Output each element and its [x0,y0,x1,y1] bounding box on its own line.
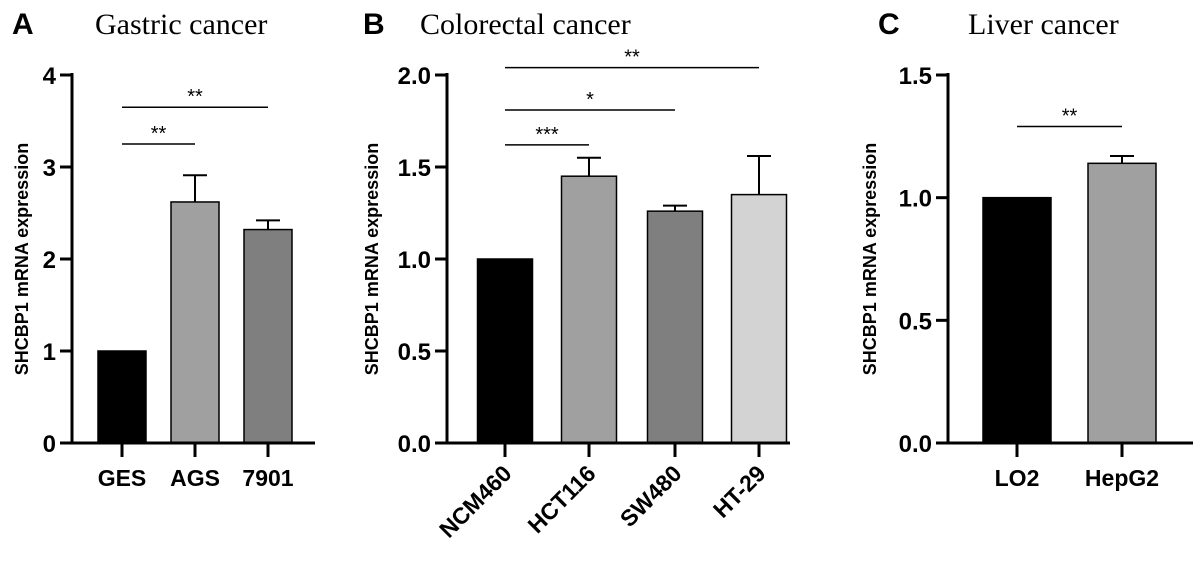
significance-label: ** [1062,106,1078,128]
y-tick-label: 0.5 [899,308,932,335]
significance-label: *** [535,124,559,146]
y-tick-label: 1 [43,339,56,366]
x-tick-label: NCM460 [434,460,517,543]
significance-label: ** [187,86,203,108]
significance-label: ** [624,47,640,69]
y-tick-label: 4 [43,63,57,90]
y-axis-label: SHCBP1 mRNA expression [362,143,382,375]
bar-7901 [243,228,293,444]
x-tick-label: HepG2 [1085,465,1159,491]
x-tick-label: AGS [170,465,220,491]
panel-title: Colorectal cancer [420,8,631,41]
y-axis-label: SHCBP1 mRNA expression [12,143,32,375]
y-tick-label: 1.5 [398,155,431,182]
bar-ncm460 [476,258,534,444]
x-tick-label: HCT116 [522,460,600,538]
panel-b: B Colorectal cancer SHCBP1 mRNA expression… [362,8,790,543]
bar-sw480 [646,210,704,444]
significance-label: * [586,89,594,111]
panel-title: Liver cancer [968,8,1119,41]
panel-letter: B [363,8,385,41]
y-tick-label: 2.0 [398,63,431,90]
y-tick-label: 1.0 [398,247,431,274]
bar-ges [97,350,147,444]
bar-ags [170,201,220,444]
panel-letter: C [878,8,900,41]
x-tick-label: HT-29 [708,460,771,523]
x-tick-label: SW480 [615,460,687,532]
bar-lo2 [982,196,1052,444]
bar-hct116 [560,175,618,444]
panel-title: Gastric cancer [95,8,267,41]
y-tick-label: 0 [43,431,56,458]
panel-a: A Gastric cancer SHCBP1 mRNA expression 0 1 2… [12,8,315,491]
y-axis-label: SHCBP1 mRNA expression [860,143,880,375]
x-tick-label: GES [98,465,147,491]
x-tick-label: 7901 [242,465,293,491]
y-tick-label: 0.0 [899,431,932,458]
y-tick-label: 3 [43,155,56,182]
y-tick-label: 0.5 [398,339,431,366]
significance-label: ** [151,123,167,145]
panel-c: C Liver cancer SHCBP1 mRNA expression 0.0 0.… [860,8,1193,491]
bar-ht-29 [730,193,788,444]
panel-letter: A [12,8,34,41]
y-tick-label: 2 [43,247,56,274]
bar-hepg2 [1087,162,1157,444]
y-tick-label: 1.0 [899,186,932,213]
y-tick-label: 1.5 [899,63,932,90]
y-tick-label: 0.0 [398,431,431,458]
x-tick-label: LO2 [995,465,1040,491]
